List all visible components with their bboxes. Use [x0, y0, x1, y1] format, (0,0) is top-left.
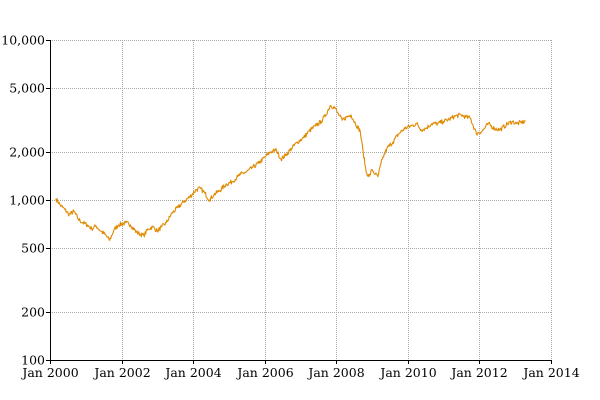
y-tick-label: 10,000 [1, 33, 45, 48]
y-tick-label: 2,000 [9, 145, 45, 160]
series-layer [55, 104, 526, 241]
x-tick-label: Jan 2002 [92, 365, 150, 380]
x-tick-label: Jan 2000 [20, 365, 78, 380]
y-tick-label: 1,000 [9, 193, 45, 208]
y-tick-label: 5,000 [9, 81, 45, 96]
y-axis-tick-labels: 100 200 500 1,000 2,000 5,000 10,000 [1, 33, 45, 368]
y-tick-label: 100 [21, 353, 45, 368]
x-tick-label: Jan 2010 [378, 365, 436, 380]
y-tick-label: 500 [21, 241, 45, 256]
x-tick-label: Jan 2004 [163, 365, 221, 380]
x-axis-tick-labels: Jan 2000 Jan 2002 Jan 2004 Jan 2006 Jan 2008… [20, 365, 579, 380]
x-tick-label: Jan 2014 [521, 365, 579, 380]
series-line [55, 104, 526, 241]
x-tick-label: Jan 2006 [235, 365, 293, 380]
x-tick-label: Jan 2008 [306, 365, 364, 380]
horizontal-gridlines [50, 40, 551, 361]
y-tick-label: 200 [21, 305, 45, 320]
x-tick-label: Jan 2012 [449, 365, 507, 380]
plot-frame [46, 40, 552, 364]
